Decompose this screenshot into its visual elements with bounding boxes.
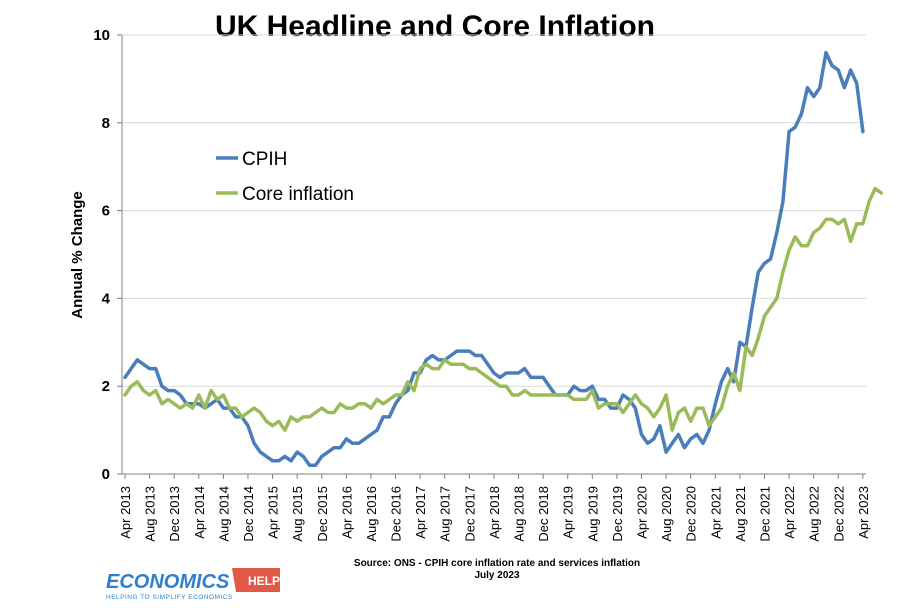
x-tick-label: Dec 2022	[831, 486, 846, 542]
x-tick-label: Apr 2022	[782, 486, 797, 539]
y-tick-label: 8	[102, 115, 110, 132]
y-tick-label: 10	[93, 27, 110, 44]
logo-economics-text: ECONOMICS	[106, 571, 230, 593]
legend-label-cpih: CPIH	[242, 149, 287, 170]
x-tick-label: Apr 2019	[561, 486, 576, 539]
x-tick-label: Aug 2013	[143, 486, 158, 542]
x-tick-label: Dec 2015	[315, 486, 330, 542]
logo-tagline: HELPING TO SIMPLIFY ECONOMICS	[106, 594, 233, 601]
x-tick-label: Aug 2017	[438, 486, 453, 542]
series-line-core-inflation	[123, 186, 884, 432]
x-tick-label: Aug 2018	[512, 486, 527, 542]
x-tick-label: Dec 2013	[167, 486, 182, 542]
x-tick-label: Apr 2014	[192, 486, 207, 539]
logo-help-badge	[232, 568, 280, 592]
y-tick-label: 2	[102, 378, 110, 395]
series-lines	[123, 50, 884, 467]
series-line-cpih	[123, 50, 865, 467]
x-tick-label: Apr 2020	[634, 486, 649, 539]
x-tick-label: Apr 2017	[413, 486, 428, 539]
x-tick-label: Dec 2017	[462, 486, 477, 542]
y-tick-label: 0	[102, 466, 110, 483]
chart-title: UK Headline and Core Inflation	[215, 10, 655, 43]
legend-label-core: Core inflation	[242, 184, 354, 205]
x-tick-label: Dec 2021	[757, 486, 772, 542]
x-tick-label: Dec 2020	[684, 486, 699, 542]
x-tick-label: Aug 2014	[216, 486, 231, 542]
economics-help-logo: ECONOMICS HELP HELPING TO SIMPLIFY ECONO…	[106, 568, 280, 601]
x-tick-label: Apr 2013	[118, 486, 133, 539]
legend: CPIH Core inflation	[216, 149, 354, 205]
x-tick-label: Dec 2014	[241, 486, 256, 542]
x-tick-label: Aug 2019	[585, 486, 600, 542]
source-note: Source: ONS - CPIH core inflation rate a…	[354, 558, 640, 569]
x-tick-label: Apr 2016	[339, 486, 354, 539]
x-tick-label: Dec 2019	[610, 486, 625, 542]
x-tick-label: Apr 2021	[708, 486, 723, 539]
x-tick-label: Apr 2015	[266, 486, 281, 539]
source-date: July 2023	[474, 570, 519, 581]
y-tick-labels: 0 2 4 6 8 10	[93, 27, 110, 483]
logo-help-text: HELP	[248, 574, 280, 588]
y-tick-label: 4	[102, 290, 111, 307]
x-tick-label: Aug 2022	[807, 486, 822, 542]
x-tick-label: Aug 2015	[290, 486, 305, 542]
x-tick-label: Dec 2018	[536, 486, 551, 542]
x-tick-label: Apr 2018	[487, 486, 502, 539]
x-tick-label: Aug 2016	[364, 486, 379, 542]
y-tick-label: 6	[102, 203, 110, 220]
x-tick-label: Aug 2020	[659, 486, 674, 542]
x-tick-labels: Apr 2013 Aug 2013 Dec 2013 Apr 2014 Aug 2014…	[118, 474, 871, 542]
x-tick-label: Apr 2023	[856, 486, 871, 539]
x-tick-label: Dec 2016	[389, 486, 404, 542]
y-axis-label: Annual % Change	[69, 191, 86, 319]
x-tick-label: Aug 2021	[733, 486, 748, 542]
